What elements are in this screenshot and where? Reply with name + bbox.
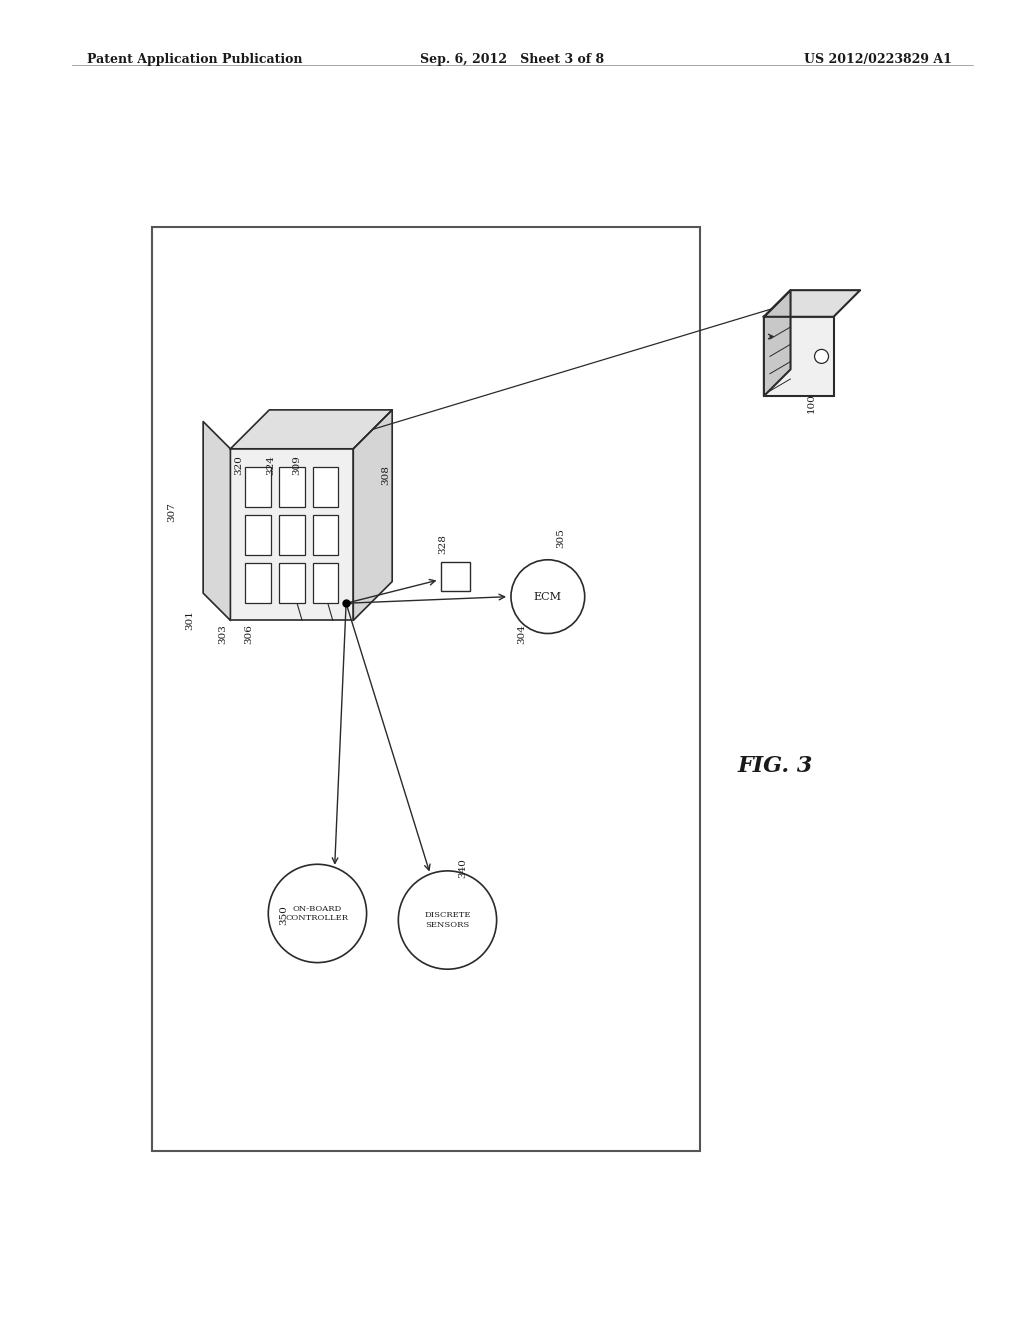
Text: 309: 309 xyxy=(293,454,301,475)
Bar xyxy=(280,466,304,507)
Text: DISCRETE
SENSORS: DISCRETE SENSORS xyxy=(424,911,471,929)
Text: ON-BOARD
CONTROLLER: ON-BOARD CONTROLLER xyxy=(286,904,349,923)
Text: 305: 305 xyxy=(557,528,565,549)
Text: 350: 350 xyxy=(280,904,288,925)
Text: 100: 100 xyxy=(807,392,815,413)
Polygon shape xyxy=(230,411,392,449)
Text: ECM: ECM xyxy=(534,591,562,602)
Bar xyxy=(280,515,304,554)
Circle shape xyxy=(814,350,828,363)
Bar xyxy=(230,449,353,620)
Bar xyxy=(246,466,271,507)
Text: 340: 340 xyxy=(459,858,467,879)
Text: Patent Application Publication: Patent Application Publication xyxy=(87,53,302,66)
Bar xyxy=(246,562,271,603)
Circle shape xyxy=(398,871,497,969)
Bar xyxy=(312,466,338,507)
Text: 308: 308 xyxy=(382,465,390,486)
Polygon shape xyxy=(764,290,791,396)
Text: 328: 328 xyxy=(438,533,446,554)
Polygon shape xyxy=(353,411,392,620)
Text: 301: 301 xyxy=(185,610,194,631)
Polygon shape xyxy=(764,290,860,317)
Bar xyxy=(441,562,470,591)
Text: Sep. 6, 2012   Sheet 3 of 8: Sep. 6, 2012 Sheet 3 of 8 xyxy=(420,53,604,66)
Bar xyxy=(312,515,338,554)
Text: 303: 303 xyxy=(219,623,227,644)
Circle shape xyxy=(268,865,367,962)
Bar xyxy=(312,562,338,603)
Text: FIG. 3: FIG. 3 xyxy=(737,755,813,776)
Bar xyxy=(764,317,834,396)
Text: 324: 324 xyxy=(266,454,274,475)
Text: 307: 307 xyxy=(168,502,176,523)
Text: 306: 306 xyxy=(245,623,253,644)
Bar xyxy=(280,562,304,603)
Text: US 2012/0223829 A1: US 2012/0223829 A1 xyxy=(805,53,952,66)
Bar xyxy=(246,515,271,554)
Polygon shape xyxy=(203,421,230,620)
Text: 304: 304 xyxy=(518,623,526,644)
Text: 320: 320 xyxy=(234,454,243,475)
Circle shape xyxy=(511,560,585,634)
Bar xyxy=(152,227,700,1151)
